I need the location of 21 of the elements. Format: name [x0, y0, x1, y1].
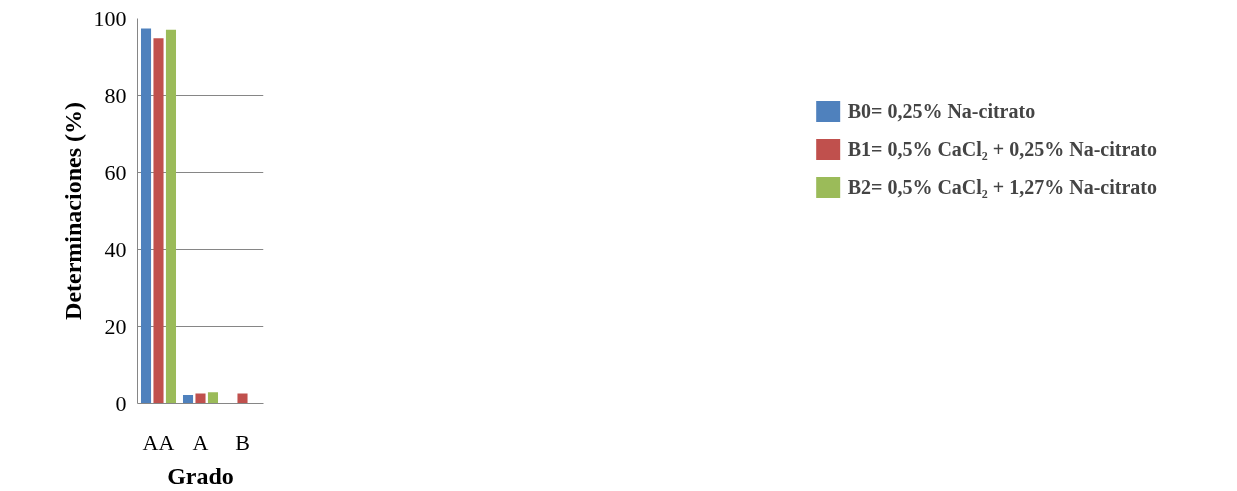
y-tick-label: 0	[115, 390, 127, 416]
y-tick-label: 60	[104, 159, 127, 185]
bar	[207, 392, 219, 404]
bar	[182, 395, 194, 404]
legend-label: B0= 0,25% Na-citrato	[847, 99, 1036, 123]
y-tick-label: 100	[93, 5, 127, 31]
bar	[140, 28, 152, 404]
bar	[153, 38, 164, 404]
y-tick-label: 20	[104, 313, 127, 339]
bar	[195, 393, 206, 404]
legend-label: B1= 0,5% CaCl₂ + 0,25% Na-citrato	[847, 137, 1157, 161]
bar	[165, 29, 177, 404]
y-tick-label: 80	[104, 82, 127, 108]
x-tick-label: A	[192, 429, 209, 455]
x-tick-label: B	[235, 429, 250, 455]
bar	[237, 393, 248, 404]
y-tick-label: 40	[104, 236, 127, 262]
x-axis-title: Grado	[167, 462, 234, 489]
x-tick-label: AA	[142, 429, 175, 455]
legend-label: B2= 0,5% CaCl₂ + 1,27% Na-citrato	[847, 175, 1157, 199]
y-axis-title: Determinaciones (%)	[59, 102, 86, 320]
